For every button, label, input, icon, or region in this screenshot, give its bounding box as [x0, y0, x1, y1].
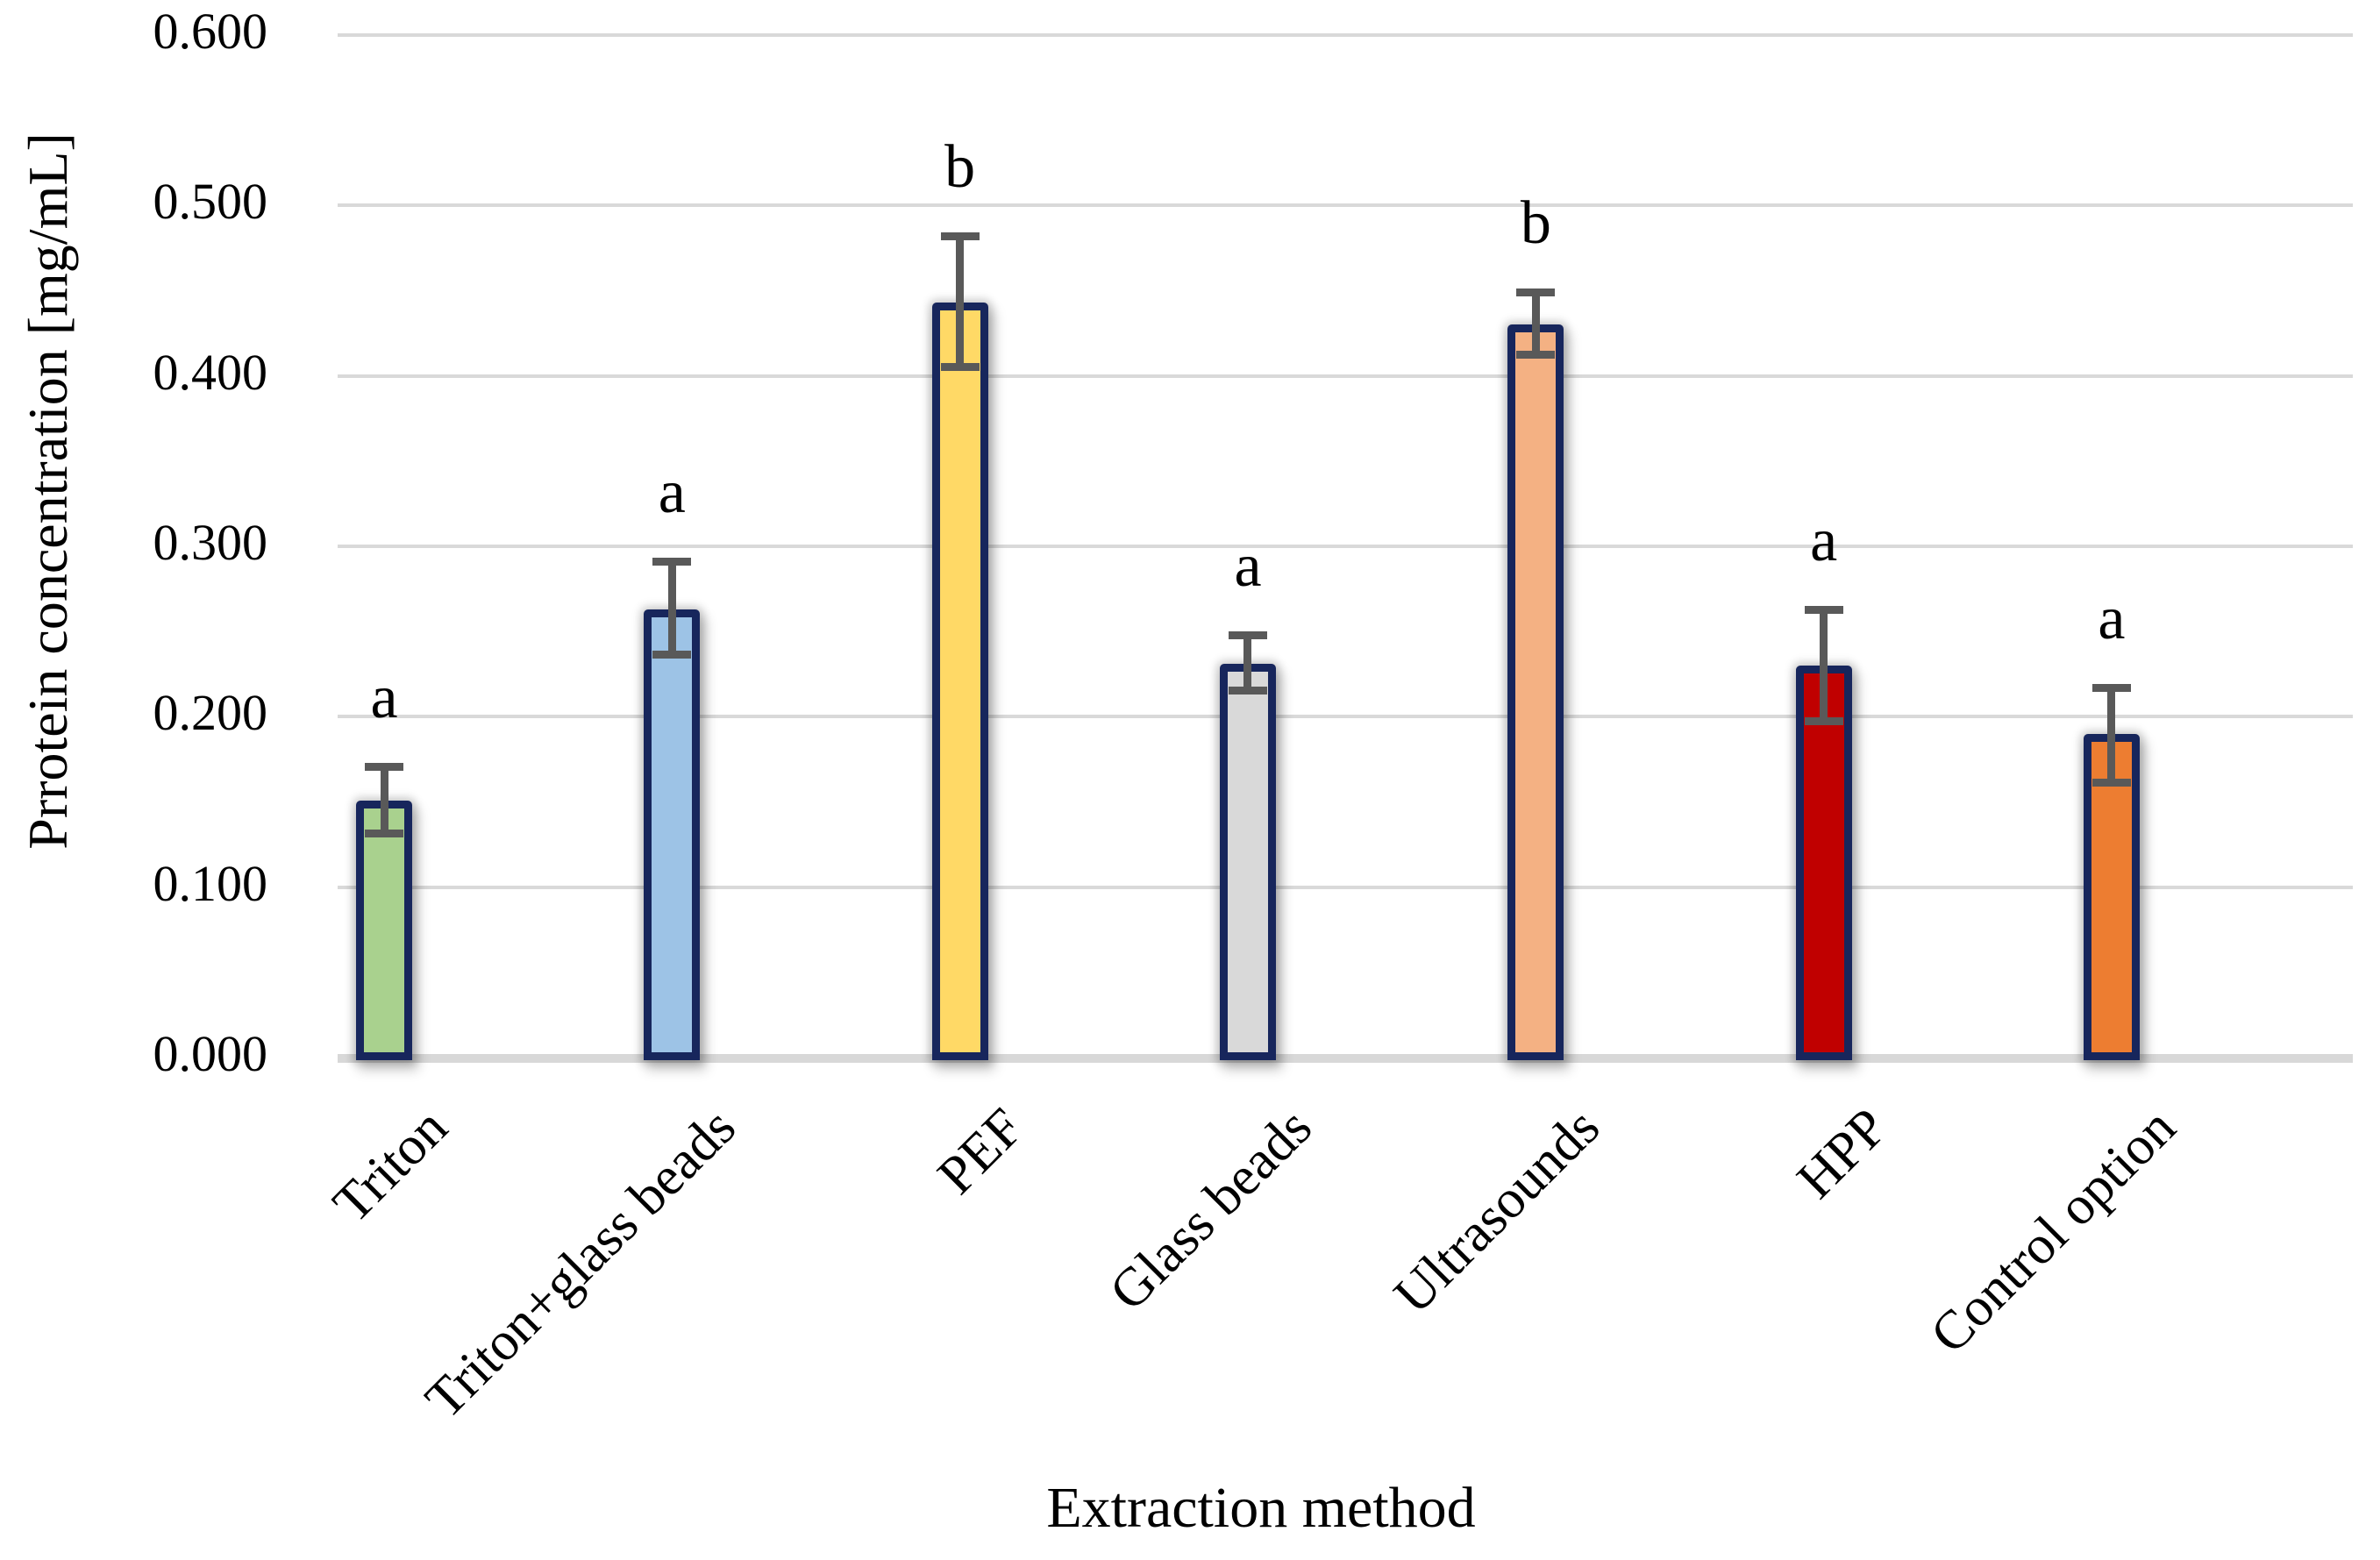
gridline: [338, 33, 2353, 37]
y-tick-label: 0.100: [153, 854, 268, 912]
y-tick-label: 0.200: [153, 684, 268, 742]
bar-triton-glass-beads: [644, 609, 701, 1060]
x-axis-line: [338, 1054, 2353, 1063]
significance-letter: a: [370, 663, 398, 731]
error-bar-top-cap: [652, 558, 692, 566]
bar-glass-beads: [1219, 664, 1276, 1060]
bar-triton: [356, 800, 412, 1060]
x-tick-label-control-option: Control option: [1919, 1097, 2187, 1365]
y-tick-label: 0.500: [153, 173, 268, 231]
significance-letter: a: [1234, 532, 1262, 601]
gridline: [338, 715, 2353, 719]
error-bar-top-cap: [940, 232, 980, 241]
x-tick-label-hpp: HPP: [1785, 1097, 1899, 1210]
y-axis-title: Prrotein concentration [mg/mL]: [17, 132, 79, 850]
x-axis-title: Extraction method: [1046, 1476, 1476, 1540]
bar-hpp: [1795, 666, 1852, 1060]
significance-letter: a: [658, 459, 686, 527]
y-tick-label: 0.300: [153, 514, 268, 571]
error-bar-top-cap: [2091, 684, 2131, 693]
y-tick-label: 0.400: [153, 343, 268, 401]
gridline: [338, 203, 2353, 208]
error-bar-bottom-cap: [2091, 779, 2131, 787]
error-bar-top-cap: [1804, 605, 1843, 614]
error-bar-line: [667, 561, 676, 656]
x-tick-label-ultrasounds: Ultrasounds: [1382, 1097, 1611, 1326]
significance-letter: b: [1520, 189, 1551, 258]
error-bar-bottom-cap: [940, 362, 980, 371]
bar-control-option: [2083, 733, 2140, 1060]
error-bar-bottom-cap: [1804, 717, 1843, 726]
gridline: [338, 885, 2353, 889]
error-bar-bottom-cap: [652, 651, 692, 659]
error-bar-line: [956, 236, 965, 367]
error-bar-bottom-cap: [1228, 687, 1267, 695]
significance-letter: b: [944, 133, 976, 202]
bar-ultrasounds: [1507, 324, 1564, 1060]
y-tick-label: 0.000: [153, 1025, 268, 1082]
error-bar-line: [1531, 292, 1540, 356]
bar-pef: [931, 303, 988, 1060]
x-tick-label-triton-glass-beads: Triton+glass beads: [414, 1097, 747, 1430]
error-bar-top-cap: [1516, 288, 1556, 297]
error-bar-line: [1243, 635, 1252, 692]
error-bar-bottom-cap: [1516, 351, 1556, 360]
error-bar-top-cap: [1228, 631, 1267, 640]
gridline: [338, 374, 2353, 378]
error-bar-bottom-cap: [365, 830, 403, 838]
error-bar-line: [1820, 609, 1828, 723]
x-tick-label-glass-beads: Glass beads: [1098, 1097, 1323, 1322]
error-bar-line: [2107, 687, 2116, 784]
error-bar-line: [380, 766, 388, 835]
error-bar-top-cap: [365, 762, 403, 771]
x-tick-label-triton: Triton: [322, 1097, 460, 1235]
y-tick-label: 0.600: [153, 3, 268, 60]
significance-letter: a: [1810, 506, 1838, 574]
gridline: [338, 545, 2353, 548]
significance-letter: a: [2098, 585, 2126, 653]
x-tick-label-pef: PEF: [926, 1097, 1036, 1206]
